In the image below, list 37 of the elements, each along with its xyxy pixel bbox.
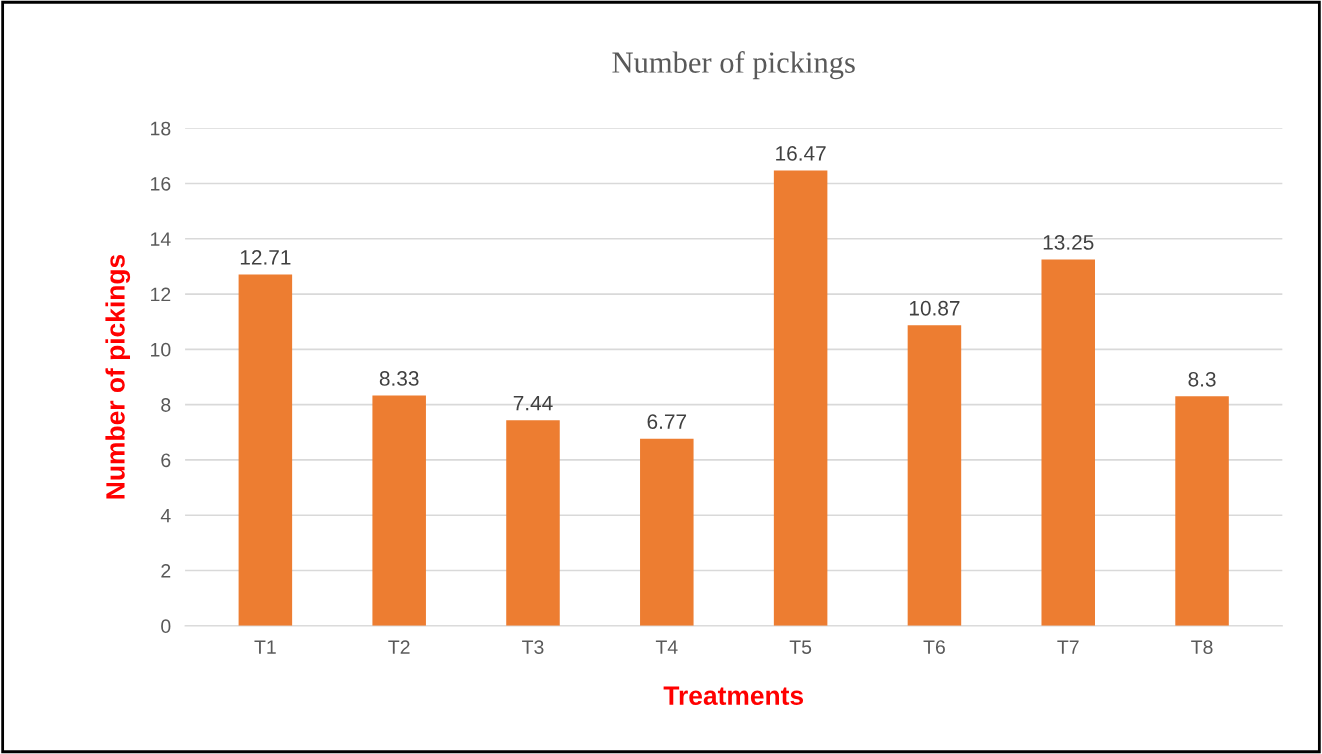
- y-tick-label: 14: [151, 232, 171, 246]
- y-tick-label: 18: [151, 121, 171, 136]
- bar: [506, 420, 560, 626]
- y-tick-label: 6: [161, 453, 171, 468]
- data-label: 7.44: [513, 395, 553, 411]
- y-tick-label: 16: [151, 176, 171, 191]
- x-axis-title: Treatments: [663, 686, 804, 705]
- y-tick-label: 8: [161, 398, 171, 412]
- bar: [907, 325, 962, 626]
- data-label: 8.33: [379, 371, 419, 386]
- bar: [372, 395, 426, 626]
- y-tick-label: 12: [151, 287, 171, 302]
- data-label: 10.87: [909, 300, 960, 316]
- bar: [1175, 396, 1229, 626]
- bar: [773, 170, 828, 626]
- bar: [238, 274, 293, 626]
- y-axis-title: Number of pickings: [105, 254, 131, 499]
- bar: [1041, 259, 1095, 626]
- data-label: 6.77: [647, 414, 687, 429]
- x-tick-label: T4: [655, 640, 678, 654]
- data-label: 12.71: [240, 250, 291, 265]
- y-tick-label: 2: [161, 563, 171, 578]
- y-tick-label: 4: [160, 508, 171, 523]
- x-tick-label: T1: [254, 640, 276, 654]
- y-tick-label: 10: [151, 342, 171, 357]
- x-tick-label: T5: [789, 640, 812, 654]
- chart-title: Number of pickings: [612, 51, 855, 80]
- y-tick-label: 0: [161, 619, 171, 634]
- data-label: 13.25: [1043, 235, 1094, 250]
- data-label: 8.3: [1188, 371, 1216, 387]
- x-tick-label: T6: [923, 640, 945, 654]
- bar: [640, 438, 694, 626]
- x-tick-label: T2: [388, 640, 410, 654]
- x-tick-label: T7: [1057, 640, 1079, 654]
- data-label: 16.47: [776, 146, 826, 161]
- x-tick-label: T3: [522, 640, 544, 654]
- x-tick-label: T8: [1191, 640, 1213, 654]
